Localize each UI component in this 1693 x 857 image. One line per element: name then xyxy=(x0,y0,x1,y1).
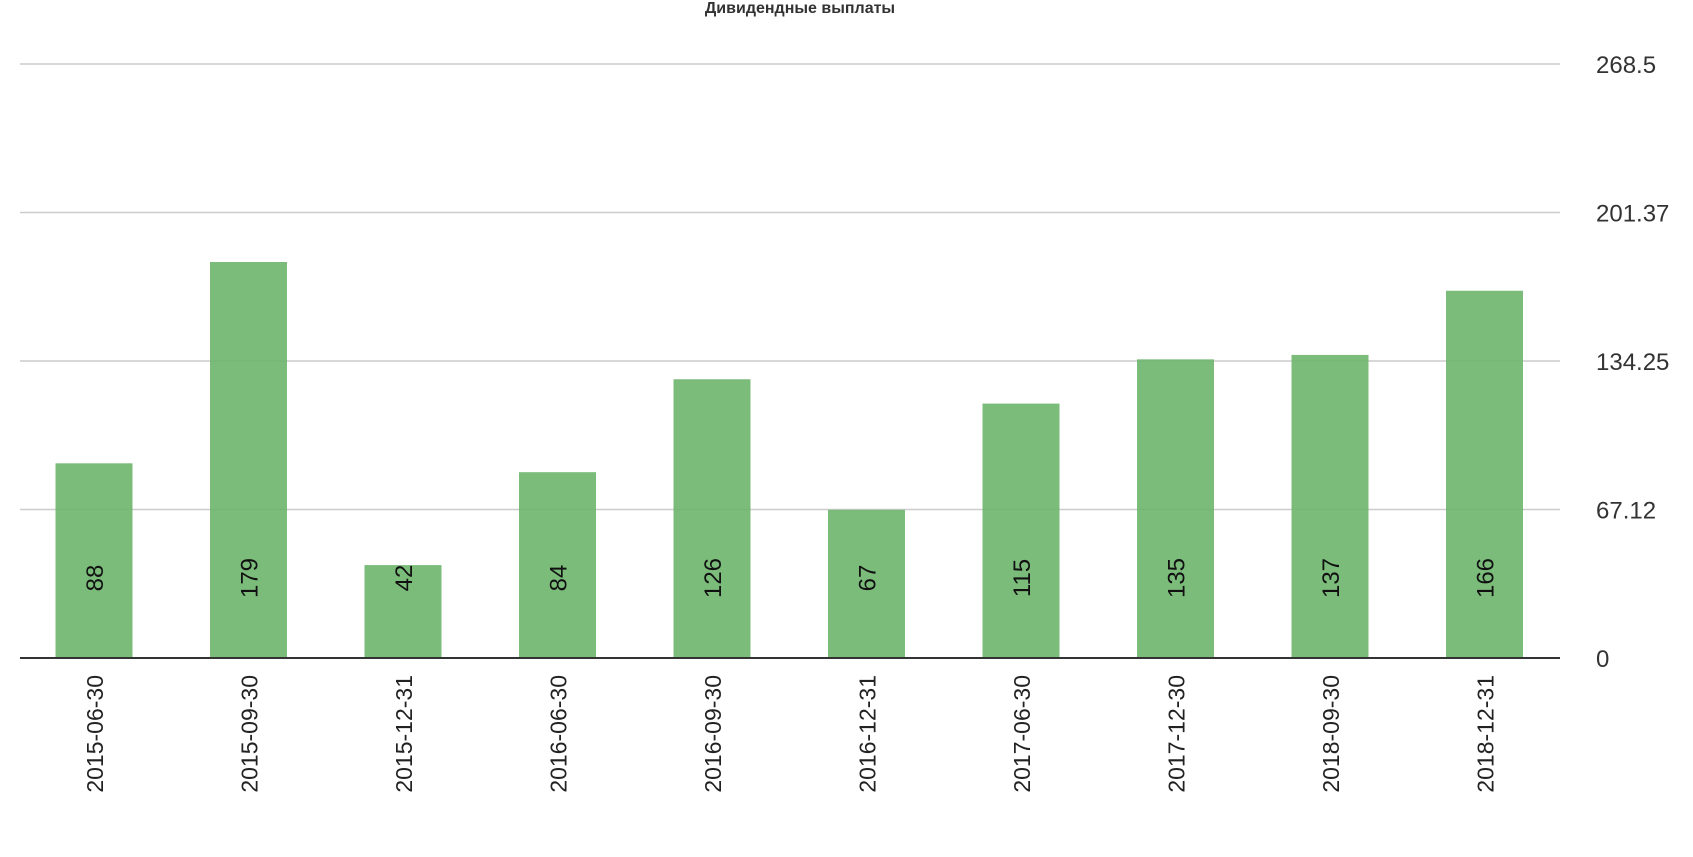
x-axis-tick-labels: 2015-06-30 2015-09-30 2015-12-31 2016-06-30… xyxy=(82,675,1499,793)
data-label: 179 xyxy=(237,558,264,598)
y-tick-label: 67.12 xyxy=(1596,498,1656,525)
x-tick-label: 2016-09-30 xyxy=(700,675,726,793)
data-label: 166 xyxy=(1473,558,1500,598)
bar xyxy=(1446,290,1523,658)
data-label: 88 xyxy=(82,565,109,592)
bar xyxy=(673,379,751,658)
bar xyxy=(1291,354,1369,658)
y-tick-label: 268.5 xyxy=(1596,52,1656,79)
data-label: 42 xyxy=(391,565,418,592)
data-label: 137 xyxy=(1318,558,1345,598)
data-label: 115 xyxy=(1009,559,1036,597)
bar xyxy=(828,509,905,658)
bar xyxy=(519,472,596,658)
data-label: 67 xyxy=(855,565,882,592)
bar xyxy=(210,262,287,658)
data-labels: 88 179 42 84 126 67 115 135 137 166 xyxy=(82,558,1500,598)
y-tick-label: 201.37 xyxy=(1596,201,1669,228)
data-label: 135 xyxy=(1164,558,1191,598)
chart-title: Дивидендные выплаты xyxy=(704,0,896,17)
data-label: 126 xyxy=(700,558,727,598)
y-tick-label: 134.25 xyxy=(1596,349,1669,376)
x-tick-label: 2015-06-30 xyxy=(82,675,108,793)
data-label: 84 xyxy=(546,565,573,592)
bar xyxy=(55,463,133,658)
x-tick-label: 2016-12-31 xyxy=(855,675,881,793)
x-tick-label: 2018-12-31 xyxy=(1473,675,1499,793)
y-tick-label: 0 xyxy=(1596,646,1609,673)
x-tick-label: 2018-09-30 xyxy=(1318,675,1344,793)
x-tick-label: 2016-06-30 xyxy=(546,675,572,793)
bar xyxy=(364,565,442,658)
x-tick-label: 2015-09-30 xyxy=(237,675,263,793)
bars xyxy=(55,262,1523,658)
x-tick-label: 2017-06-30 xyxy=(1009,675,1035,793)
bar xyxy=(982,403,1060,658)
bar xyxy=(1137,359,1214,658)
x-tick-label: 2017-12-30 xyxy=(1164,675,1190,793)
x-tick-label: 2015-12-31 xyxy=(391,675,417,793)
y-axis-tick-labels: 0 67.12 134.25 201.37 268.5 xyxy=(1596,52,1669,673)
